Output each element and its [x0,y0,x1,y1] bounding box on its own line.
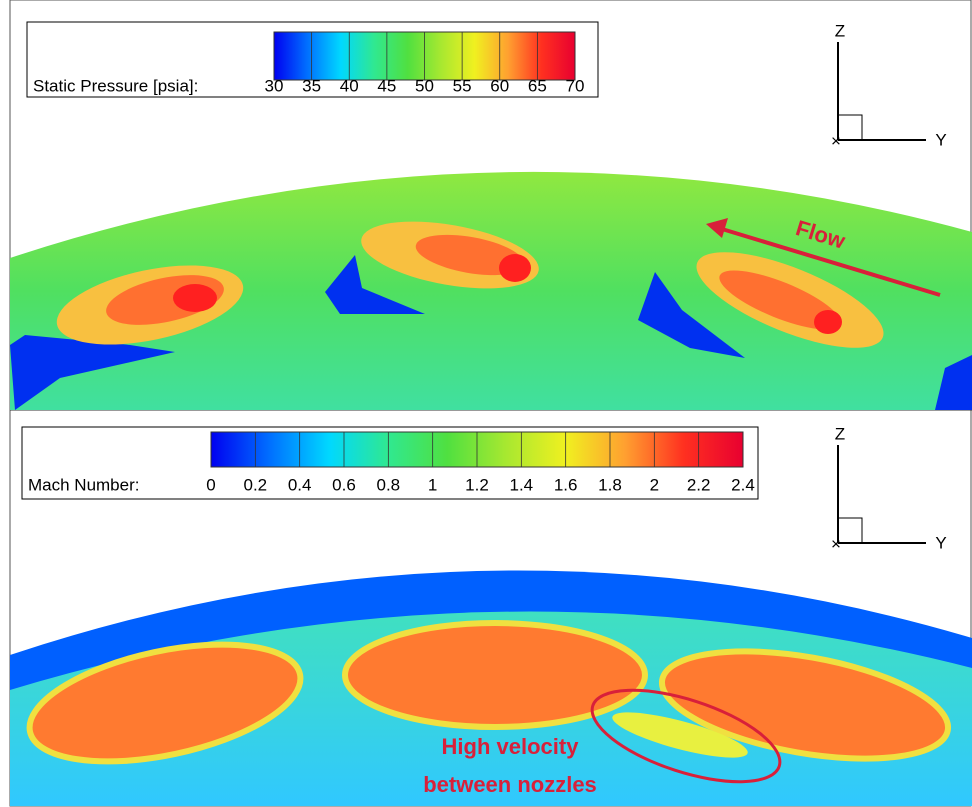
mach-field [10,570,972,806]
colorbar-tick-label: 1.4 [510,475,534,494]
triad-x-mark: × [831,534,841,553]
colorbar-tick-label: 0.4 [288,475,312,494]
colorbar-tick-label: 2.4 [731,475,755,494]
colorbar-tick-label: 40 [340,76,359,95]
highlight-ellipse [590,688,782,784]
colorbar-tick-label: 45 [377,76,396,95]
colorbar-tick-label: 1 [428,475,437,494]
colorbar-tick-label: 2 [650,475,659,494]
annotation-line: High velocity [442,734,580,759]
colorbar-tick-label: 1.6 [554,475,578,494]
triad-label: Z [835,21,845,40]
colorbar-tick-label: 0 [206,475,215,494]
pressure-field [10,171,972,410]
colorbar-tick-label: 50 [415,76,434,95]
colorbar-tick-label: 35 [302,76,321,95]
colorbar-tick-label: 70 [566,76,585,95]
triad-box [837,114,863,141]
triad-label: Y [935,130,946,149]
colorbar-label: Mach Number: [28,475,139,494]
colorbar-tick-label: 60 [490,76,509,95]
triad-label: Z [835,424,845,443]
colorbar-tick-label: 0.2 [244,475,268,494]
colorbar-tick-label: 0.6 [332,475,356,494]
triad-label: Y [935,533,946,552]
colorbar-label: Static Pressure [psia]: [33,76,198,95]
colorbar-tick-label: 1.8 [598,475,622,494]
annotation-line: between nozzles [423,772,597,797]
triad-box [837,517,863,544]
flow-arrow [721,227,941,297]
colorbar-tick-label: 0.8 [377,475,401,494]
flow-arrowhead [706,218,728,238]
colorbar-tick-label: 1.2 [465,475,489,494]
colorbar-tick-label: 2.2 [687,475,711,494]
triad-x-mark: × [831,131,841,150]
colorbar-tick-label: 65 [528,76,547,95]
colorbar-tick-label: 30 [265,76,284,95]
colorbar-tick-label: 55 [453,76,472,95]
